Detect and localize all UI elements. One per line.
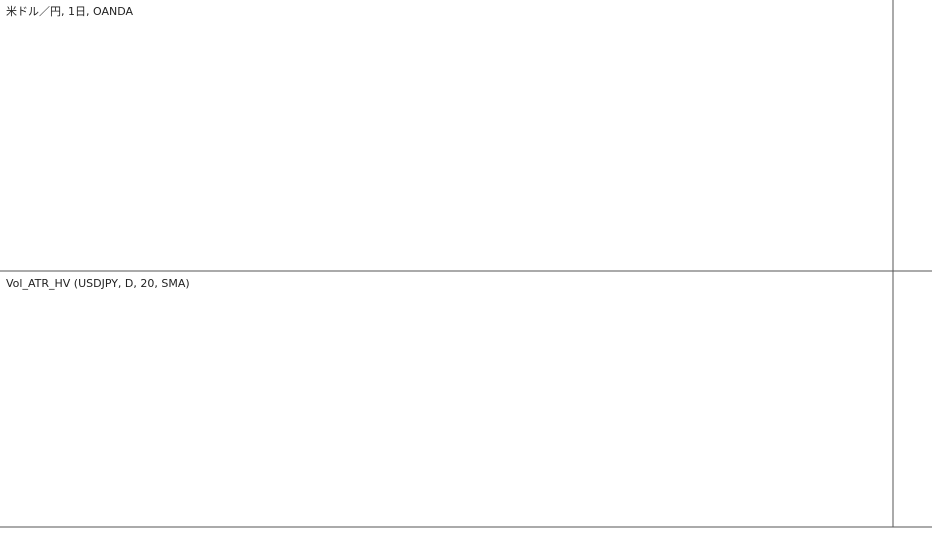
chart-title: 米ドル／円, 1日, OANDA <box>6 5 133 18</box>
indicator-title: Vol_ATR_HV (USDJPY, D, 20, SMA) <box>6 277 190 290</box>
